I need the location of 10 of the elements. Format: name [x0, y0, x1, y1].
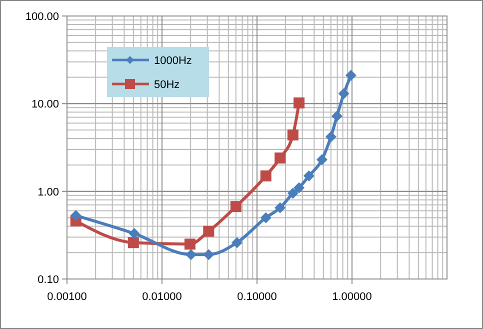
x-tick-label: 0.10000 [237, 291, 277, 303]
x-tick-label: 1.00000 [332, 291, 372, 303]
legend-label: 50Hz [154, 79, 180, 91]
x-tick-label: 0.01000 [142, 291, 182, 303]
legend-label: 1000Hz [154, 55, 192, 67]
y-tick-label: 0.10 [38, 274, 59, 286]
x-tick-label: 0.00100 [47, 291, 87, 303]
y-tick-label: 100.00 [25, 11, 59, 23]
y-tick-label: 1.00 [38, 186, 59, 198]
y-tick-label: 10.00 [31, 98, 59, 111]
